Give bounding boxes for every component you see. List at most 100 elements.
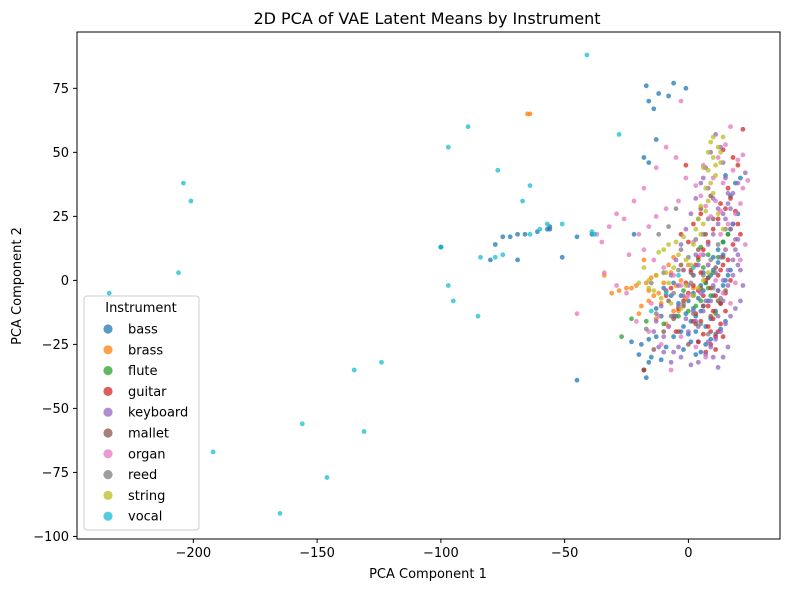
data-point-keyboard [671,349,676,355]
data-point-keyboard [661,334,667,340]
data-point-vocal [478,254,483,260]
data-point-vocal [544,221,550,227]
data-point-string [720,226,726,232]
data-point-keyboard [676,344,681,350]
data-point-organ [614,211,619,217]
y-tick-label: 75 [52,82,69,97]
data-point-keyboard [742,170,748,176]
data-point-flute [619,334,624,340]
data-point-keyboard [678,242,684,247]
data-point-guitar [700,331,706,337]
data-point-guitar [691,221,696,227]
data-point-bass [492,242,498,247]
legend-marker [103,366,113,376]
data-point-mallet [705,275,711,281]
data-point-string [661,247,667,253]
data-point-vocal [351,367,357,373]
data-point-mallet [661,329,667,334]
data-point-guitar [725,257,731,263]
data-point-guitar [718,201,723,207]
data-point-mallet [678,262,684,268]
x-tick-label: −200 [175,546,211,561]
data-point-keyboard [715,313,721,319]
data-point-vocal [495,167,501,173]
data-point-reed [708,257,714,263]
data-point-flute [629,316,634,322]
data-point-bass [671,80,676,86]
data-point-organ [658,342,664,347]
data-point-keyboard [688,211,694,217]
data-point-keyboard [708,298,714,304]
data-point-vocal [527,231,533,237]
data-point-string [668,301,674,306]
data-point-mallet [703,231,709,237]
legend-box [83,295,200,531]
data-point-reed [693,237,699,242]
legend-item-mallet: mallet [103,427,169,442]
data-point-mallet [720,254,726,260]
data-point-string [705,167,711,173]
data-point-vocal [188,198,194,204]
legend-marker [103,345,113,355]
x-tick-label: −100 [423,546,459,561]
data-point-bass [646,160,652,166]
data-point-organ [715,155,721,160]
y-tick-label: −75 [42,466,69,481]
data-point-vocal [324,475,330,480]
data-point-organ [738,257,743,263]
data-point-string [720,134,726,140]
data-point-reed [668,313,674,319]
data-point-string [693,226,699,232]
data-point-organ [742,242,748,247]
data-point-bass [507,234,513,240]
data-point-bass [656,91,662,96]
data-point-vocal [361,429,367,434]
data-point-keyboard [738,298,743,304]
data-point-vocal [648,308,654,314]
data-point-organ [663,206,669,212]
data-point-string [718,149,723,155]
data-point-guitar [715,216,721,222]
legend-label: vocal [128,510,162,525]
legend-marker [103,490,113,500]
data-point-string [651,288,657,293]
data-point-keyboard [695,262,701,268]
data-point-keyboard [725,267,731,273]
data-point-vocal [450,298,456,304]
data-point-vocal [176,270,181,276]
data-point-string [698,231,704,237]
data-point-flute [720,239,726,245]
data-point-organ [574,311,580,317]
data-point-mallet [708,313,714,319]
data-point-keyboard [705,242,711,247]
data-point-bass [646,359,652,365]
data-point-keyboard [730,221,736,227]
legend-item-string: string [103,489,165,504]
data-point-keyboard [723,216,728,222]
y-tick-label: 25 [52,210,69,225]
legend-label: brass [128,343,163,358]
data-point-string [636,280,642,286]
data-point-reed [681,301,686,306]
legend-items: bass brass flute guitar keyboard mallet organ r… [103,323,188,525]
data-point-mallet [700,303,706,309]
data-point-organ [641,247,647,253]
data-point-reed [691,311,696,317]
data-point-vocal [210,449,216,455]
y-axis-ticks: −100 −75 −50 −25 0 25 50 75 [33,82,77,545]
data-point-organ [636,231,642,237]
data-point-keyboard [730,257,736,263]
data-point-string [678,306,684,311]
data-point-string [666,242,671,247]
legend-label: organ [128,447,166,462]
data-point-bass [648,354,654,360]
legend-label: mallet [128,427,169,442]
data-point-guitar [705,303,711,309]
y-tick-label: −50 [42,402,69,417]
legend-marker [103,449,113,459]
data-point-reed [678,247,684,253]
data-point-bass [693,352,699,357]
data-point-string [705,270,711,276]
legend-label: reed [128,468,157,483]
data-point-bass [681,347,686,352]
